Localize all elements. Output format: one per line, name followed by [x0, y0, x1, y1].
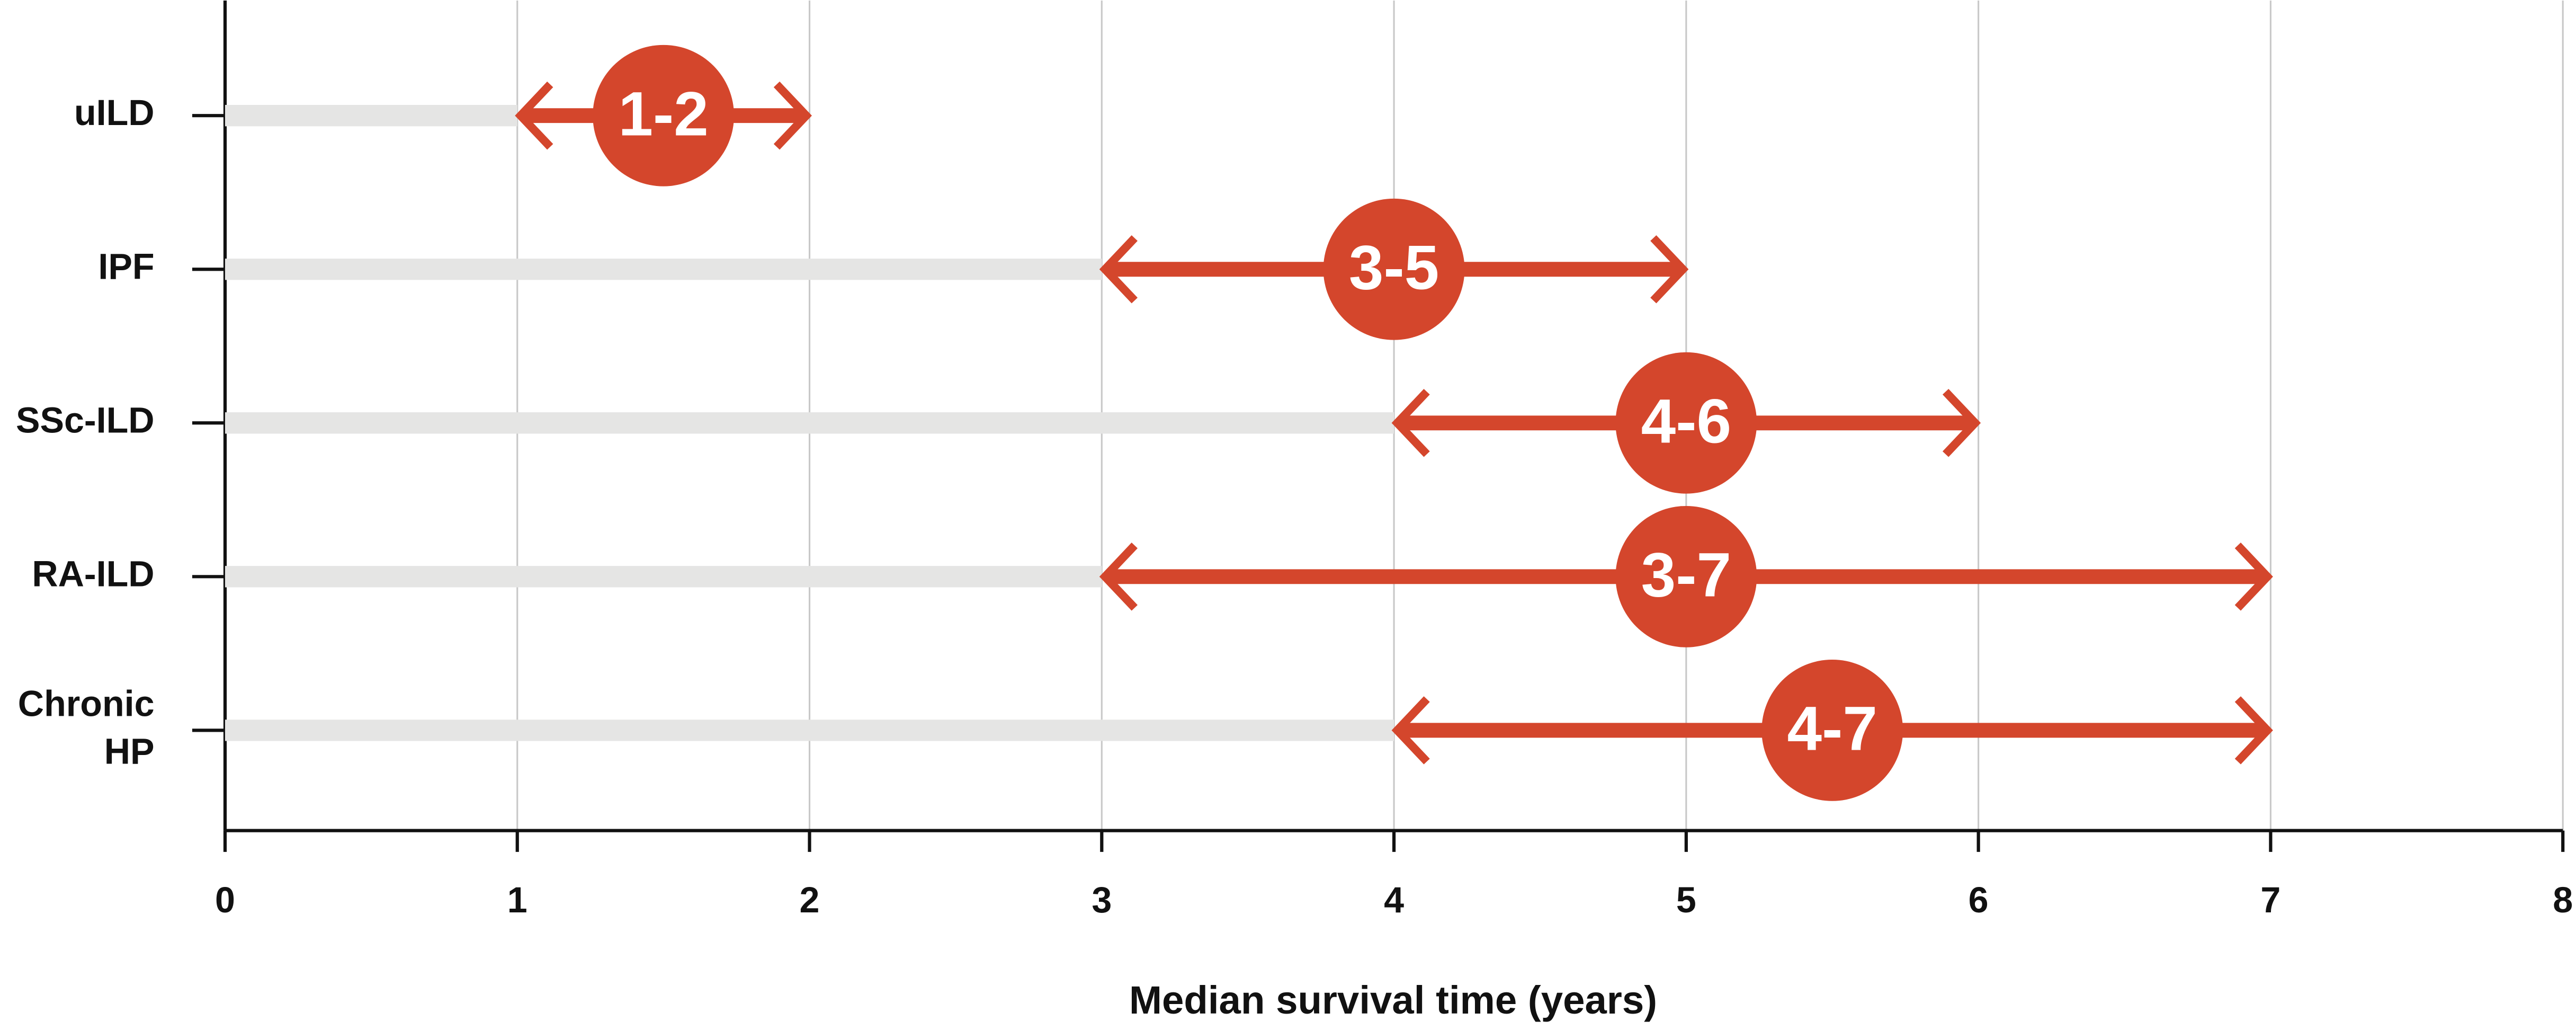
x-axis-label: Median survival time (years)	[1129, 978, 1657, 1022]
x-tick-label: 8	[2553, 880, 2573, 920]
value-label: 4-7	[1787, 694, 1877, 763]
arrow-head-low	[1391, 696, 1430, 765]
x-tick-label: 6	[1969, 880, 1989, 920]
range-badge	[1615, 505, 1757, 647]
y-tick-label: Chronic HP	[18, 683, 155, 771]
x-tick-label: 4	[1384, 880, 1404, 920]
y-tick-label: IPF	[98, 246, 154, 287]
x-tick-label: 2	[800, 880, 820, 920]
range-badge	[1615, 352, 1757, 494]
arrow-head-low	[1099, 543, 1138, 611]
x-tick-label: 0	[215, 880, 235, 920]
range-badge	[1761, 659, 1903, 801]
y-tick-label: SSc-ILD	[16, 400, 155, 440]
x-tick-label: 7	[2260, 880, 2280, 920]
arrow-head-high	[2234, 543, 2273, 611]
value-label: 4-6	[1641, 386, 1731, 456]
y-tick-label: RA-ILD	[32, 554, 154, 594]
value-label: 1-2	[618, 79, 708, 149]
arrow-head-low	[1099, 235, 1138, 304]
arrow-head-high	[1942, 389, 1981, 457]
range-badge	[593, 45, 735, 187]
arrow-head-low	[1391, 389, 1430, 457]
x-tick-label: 3	[1092, 880, 1112, 920]
x-tick-label: 1	[507, 880, 527, 920]
arrow-head-high	[2234, 696, 2273, 765]
arrow-head-low	[515, 81, 553, 150]
y-tick-label: uILD	[74, 93, 155, 133]
value-label: 3-5	[1349, 233, 1439, 303]
range-badge	[1323, 198, 1465, 340]
value-label: 3-7	[1641, 540, 1731, 610]
x-tick-label: 5	[1676, 880, 1696, 920]
arrow-head-high	[773, 81, 812, 150]
arrow-head-high	[1650, 235, 1689, 304]
